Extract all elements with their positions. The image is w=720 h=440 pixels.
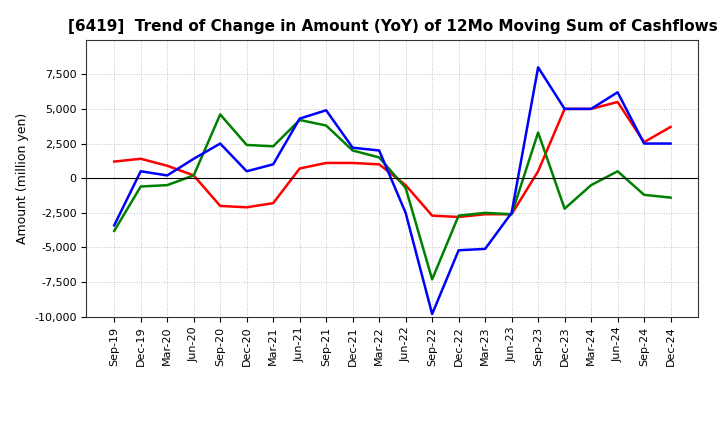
Operating Cashflow [534, 169, 542, 174]
Operating Cashflow [163, 163, 171, 169]
Free Cashflow [348, 145, 357, 150]
Free Cashflow [401, 210, 410, 216]
Investing Cashflow [640, 192, 649, 198]
Line: Investing Cashflow: Investing Cashflow [114, 114, 670, 279]
Free Cashflow [163, 173, 171, 178]
Free Cashflow [110, 223, 119, 228]
Operating Cashflow [454, 214, 463, 220]
Free Cashflow [613, 90, 622, 95]
Investing Cashflow [163, 183, 171, 188]
Operating Cashflow [613, 99, 622, 105]
Operating Cashflow [136, 156, 145, 161]
Free Cashflow [454, 248, 463, 253]
Free Cashflow [481, 246, 490, 252]
Free Cashflow [428, 312, 436, 317]
Free Cashflow [508, 210, 516, 216]
Free Cashflow [375, 148, 384, 153]
Investing Cashflow [216, 112, 225, 117]
Investing Cashflow [322, 123, 330, 128]
Free Cashflow [243, 169, 251, 174]
Operating Cashflow [666, 124, 675, 129]
Free Cashflow [216, 141, 225, 146]
Operating Cashflow [481, 212, 490, 217]
Investing Cashflow [613, 169, 622, 174]
Free Cashflow [136, 169, 145, 174]
Free Cashflow [587, 106, 595, 111]
Operating Cashflow [401, 183, 410, 188]
Investing Cashflow [508, 212, 516, 217]
Free Cashflow [560, 106, 569, 111]
Operating Cashflow [269, 201, 277, 206]
Operating Cashflow [216, 203, 225, 209]
Investing Cashflow [348, 148, 357, 153]
Operating Cashflow [375, 161, 384, 167]
Investing Cashflow [243, 142, 251, 147]
Free Cashflow [666, 141, 675, 146]
Free Cashflow [534, 65, 542, 70]
Operating Cashflow [322, 160, 330, 165]
Investing Cashflow [587, 183, 595, 188]
Free Cashflow [295, 116, 304, 121]
Investing Cashflow [534, 130, 542, 135]
Operating Cashflow [640, 139, 649, 145]
Free Cashflow [189, 156, 198, 161]
Operating Cashflow [587, 106, 595, 111]
Free Cashflow [269, 161, 277, 167]
Operating Cashflow [560, 106, 569, 111]
Investing Cashflow [295, 117, 304, 123]
Operating Cashflow [295, 166, 304, 171]
Line: Free Cashflow: Free Cashflow [114, 67, 670, 314]
Investing Cashflow [189, 173, 198, 178]
Investing Cashflow [136, 184, 145, 189]
Free Cashflow [322, 108, 330, 113]
Operating Cashflow [348, 160, 357, 165]
Operating Cashflow [189, 173, 198, 178]
Investing Cashflow [454, 213, 463, 218]
Title: [6419]  Trend of Change in Amount (YoY) of 12Mo Moving Sum of Cashflows: [6419] Trend of Change in Amount (YoY) o… [68, 19, 717, 34]
Operating Cashflow [508, 212, 516, 217]
Investing Cashflow [560, 206, 569, 211]
Investing Cashflow [375, 155, 384, 160]
Investing Cashflow [666, 195, 675, 200]
Line: Operating Cashflow: Operating Cashflow [114, 102, 670, 217]
Investing Cashflow [401, 185, 410, 191]
Operating Cashflow [428, 213, 436, 218]
Investing Cashflow [428, 277, 436, 282]
Y-axis label: Amount (million yen): Amount (million yen) [16, 113, 29, 244]
Operating Cashflow [110, 159, 119, 164]
Investing Cashflow [110, 228, 119, 234]
Investing Cashflow [269, 144, 277, 149]
Free Cashflow [640, 141, 649, 146]
Investing Cashflow [481, 210, 490, 216]
Operating Cashflow [243, 205, 251, 210]
